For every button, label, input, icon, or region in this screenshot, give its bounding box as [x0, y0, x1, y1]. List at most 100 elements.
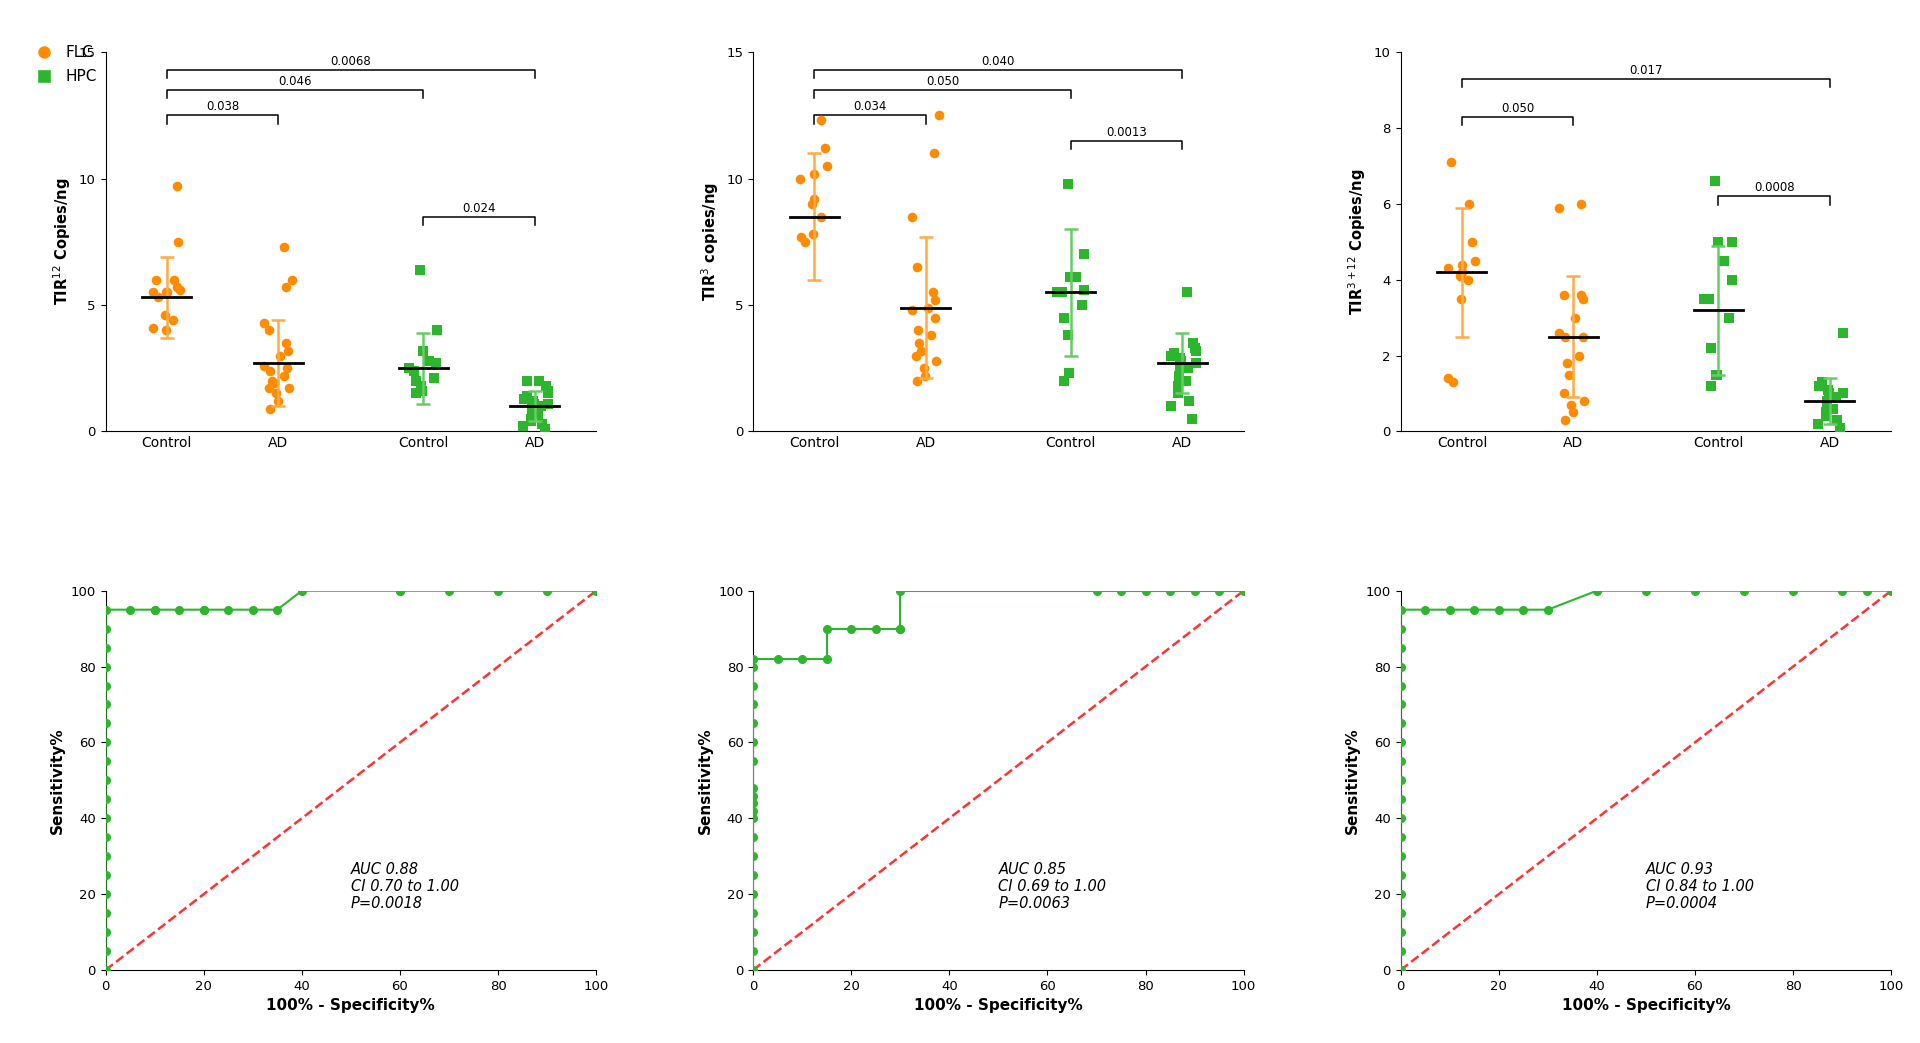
Point [1048, 310, 1079, 326]
Point [157, 271, 188, 288]
Point [1169, 372, 1200, 389]
Point [142, 289, 173, 306]
Point [520, 397, 551, 414]
Point [908, 360, 939, 377]
Point [526, 397, 557, 414]
Point [1811, 408, 1841, 425]
Point [1181, 342, 1212, 359]
Point [1181, 340, 1212, 357]
Point [1156, 347, 1187, 364]
Point [1699, 173, 1730, 190]
Point [1436, 153, 1467, 170]
Text: 0.0068: 0.0068 [330, 55, 371, 68]
Point [407, 383, 438, 399]
Point [530, 378, 561, 394]
Point [413, 353, 444, 369]
Point [1716, 271, 1747, 288]
Point [532, 385, 563, 402]
Point [259, 375, 290, 392]
Point [812, 157, 843, 174]
Point [1066, 296, 1096, 313]
Point [1446, 264, 1476, 281]
Point [1069, 246, 1100, 263]
Point [1693, 290, 1724, 307]
Point [1453, 271, 1484, 288]
Point [1567, 329, 1597, 345]
Point [1046, 284, 1077, 300]
Point [138, 319, 169, 336]
Point [516, 401, 547, 417]
Point [405, 261, 436, 277]
Point [1432, 260, 1463, 276]
Point [250, 358, 280, 374]
Text: 0.050: 0.050 [925, 75, 960, 89]
Point [269, 239, 300, 256]
Point [1156, 397, 1187, 414]
Point [918, 284, 948, 300]
Point [1052, 328, 1083, 344]
Point [1715, 310, 1745, 326]
Text: 0.034: 0.034 [854, 100, 887, 114]
Point [1567, 290, 1597, 307]
Point [509, 418, 540, 435]
Point [407, 342, 438, 359]
Point [250, 314, 280, 331]
Point [1453, 195, 1484, 212]
Point [1811, 396, 1841, 413]
Point [157, 312, 188, 329]
Point [265, 347, 296, 364]
Point [515, 413, 545, 430]
Point [511, 372, 541, 389]
Point [165, 282, 196, 298]
Point [785, 228, 816, 245]
Point [1559, 310, 1590, 326]
Point [1818, 401, 1849, 417]
Point [1563, 347, 1594, 364]
Point [1165, 349, 1196, 366]
Point [904, 335, 935, 351]
Point [920, 310, 950, 326]
Point [269, 367, 300, 384]
Point [261, 385, 292, 402]
Point [163, 234, 194, 250]
Point [912, 299, 943, 316]
Point [1167, 360, 1198, 377]
Point [1551, 355, 1582, 371]
X-axis label: 100% - Specificity%: 100% - Specificity% [914, 998, 1083, 1013]
Y-axis label: Sensitivity%: Sensitivity% [50, 727, 65, 833]
Point [1160, 344, 1190, 361]
Point [799, 226, 829, 243]
Point [806, 209, 837, 225]
Point [897, 209, 927, 225]
Point [1432, 370, 1463, 387]
Point [273, 342, 303, 359]
Point [1555, 396, 1586, 413]
Point [1549, 287, 1580, 304]
Point [1171, 284, 1202, 300]
Point [253, 380, 284, 396]
Point [1438, 373, 1469, 390]
Point [1820, 389, 1851, 406]
Point [516, 393, 547, 410]
Point [1803, 378, 1834, 394]
Point [918, 145, 948, 162]
Text: 0.046: 0.046 [278, 75, 311, 89]
Point [1703, 234, 1734, 250]
Y-axis label: Sensitivity%: Sensitivity% [1346, 727, 1359, 833]
Point [152, 284, 182, 300]
Point [806, 112, 837, 128]
Point [1164, 385, 1194, 402]
Point [1164, 378, 1194, 394]
Text: 0.017: 0.017 [1630, 64, 1663, 77]
Point [515, 411, 545, 428]
Point [1812, 393, 1843, 410]
Point [273, 360, 303, 377]
Point [1701, 366, 1732, 383]
Point [902, 322, 933, 339]
Text: AUC 0.93
CI 0.84 to 1.00
P=0.0004: AUC 0.93 CI 0.84 to 1.00 P=0.0004 [1645, 862, 1755, 912]
Point [150, 322, 180, 339]
Text: 0.038: 0.038 [205, 100, 240, 114]
Point [253, 322, 284, 339]
Point [1803, 415, 1834, 432]
Point [273, 380, 303, 396]
